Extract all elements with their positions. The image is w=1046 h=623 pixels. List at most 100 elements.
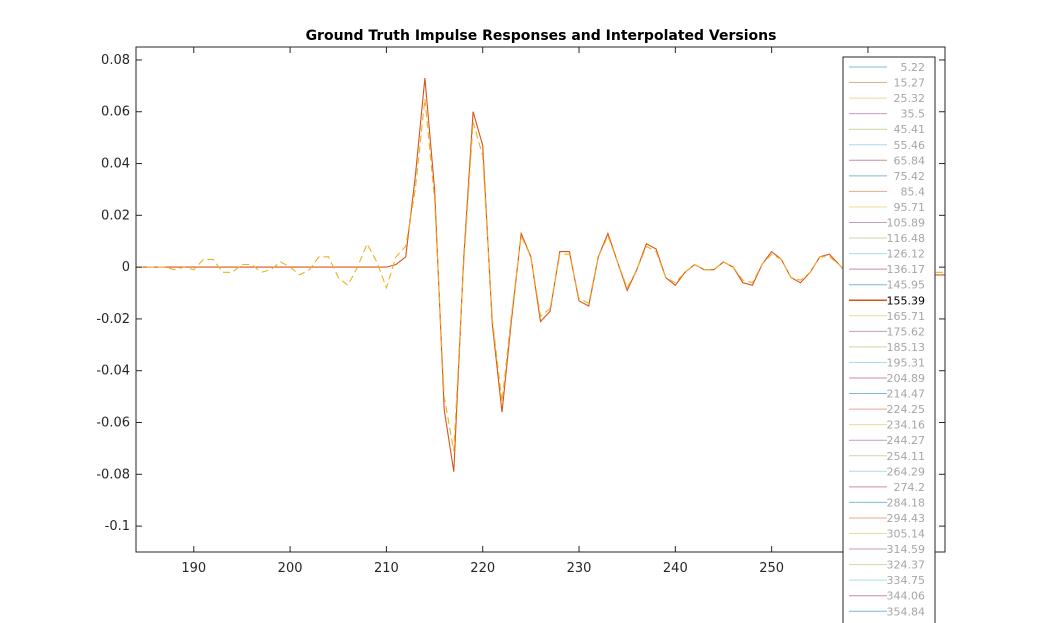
x-tick-label: 220: [470, 561, 495, 576]
x-tick-label: 190: [181, 561, 206, 576]
legend-item[interactable]: 85.4: [849, 185, 925, 198]
legend-label: 136.17: [887, 263, 926, 276]
legend-label: 204.89: [887, 372, 926, 385]
x-tick-label: 200: [278, 561, 303, 576]
legend-label: 314.59: [887, 543, 926, 556]
legend-label: 284.18: [887, 496, 926, 509]
legend-item[interactable]: 204.89: [849, 372, 925, 385]
legend-item[interactable]: 45.41: [849, 123, 925, 136]
legend-item[interactable]: 214.47: [849, 388, 925, 401]
y-tick-label: -0.08: [96, 467, 130, 482]
legend-label: 5.22: [901, 61, 926, 74]
legend-label: 145.95: [887, 279, 926, 292]
legend-item[interactable]: 75.42: [849, 170, 925, 183]
series-line-1: [136, 98, 945, 452]
legend-item[interactable]: 344.06: [849, 590, 925, 603]
legend-label: 95.71: [894, 201, 926, 214]
y-tick-label: 0.04: [101, 157, 130, 172]
legend-item[interactable]: 195.31: [849, 356, 925, 369]
x-tick-label: 250: [759, 561, 784, 576]
legend-item[interactable]: 264.29: [849, 465, 925, 478]
legend-label: 254.11: [887, 450, 926, 463]
legend-label: 55.46: [894, 139, 926, 152]
y-tick-label: 0.06: [101, 105, 130, 120]
legend-item[interactable]: 254.11: [849, 450, 925, 463]
legend-label: 175.62: [887, 325, 926, 338]
legend-item[interactable]: 294.43: [849, 512, 925, 525]
legend-item[interactable]: 244.27: [849, 434, 925, 447]
legend-item[interactable]: 354.84: [849, 605, 925, 618]
y-tick-label: 0: [122, 260, 130, 275]
legend-item[interactable]: 324.37: [849, 559, 925, 572]
legend-label: 165.71: [887, 310, 926, 323]
legend-item[interactable]: 126.12: [849, 248, 925, 261]
y-tick-label: -0.06: [96, 416, 130, 431]
legend-item[interactable]: 55.46: [849, 139, 925, 152]
tick-layer: 1902002102202302402502600.080.060.040.02…: [96, 47, 945, 576]
series-line-0: [136, 78, 945, 472]
y-tick-label: 0.08: [101, 53, 130, 68]
legend-item[interactable]: 334.75: [849, 574, 925, 587]
legend-item[interactable]: 105.89: [849, 217, 925, 230]
legend-item[interactable]: 25.32: [849, 92, 925, 105]
legend-label: 75.42: [894, 170, 926, 183]
legend-label: 15.27: [894, 77, 926, 90]
legend-label: 116.48: [887, 232, 926, 245]
legend-label: 155.39: [887, 294, 926, 307]
legend-label: 234.16: [887, 419, 926, 432]
legend-item[interactable]: 284.18: [849, 496, 925, 509]
y-tick-label: -0.1: [105, 519, 130, 534]
legend-label: 334.75: [887, 574, 926, 587]
legend-item[interactable]: 15.27: [849, 77, 925, 90]
legend-item[interactable]: 35.5: [849, 108, 925, 121]
legend-item[interactable]: 95.71: [849, 201, 925, 214]
legend-item[interactable]: 305.14: [849, 528, 925, 541]
legend-label: 45.41: [894, 123, 926, 136]
legend-label: 324.37: [887, 559, 926, 572]
legend[interactable]: 5.22 15.27 25.32 35.5 45.41 55.46 65.84 75.42 85…: [842, 56, 936, 623]
legend-item[interactable]: 5.22: [849, 61, 925, 74]
legend-label: 214.47: [887, 388, 926, 401]
legend-item[interactable]: 145.95: [849, 279, 925, 292]
legend-label: 105.89: [887, 217, 926, 230]
legend-item[interactable]: 116.48: [849, 232, 925, 245]
y-tick-label: -0.04: [96, 364, 130, 379]
legend-item[interactable]: 224.25: [849, 403, 925, 416]
legend-box: [842, 56, 936, 623]
legend-label: 344.06: [887, 590, 926, 603]
y-tick-label: 0.02: [101, 208, 130, 223]
legend-label: 274.2: [894, 481, 926, 494]
legend-item[interactable]: 234.16: [849, 419, 925, 432]
legend-label: 224.25: [887, 403, 926, 416]
legend-label: 5.22: [901, 621, 926, 623]
series-layer: [136, 78, 945, 472]
axes-box: [135, 46, 946, 553]
legend-label: 244.27: [887, 434, 926, 447]
x-tick-label: 210: [374, 561, 399, 576]
legend-label: 264.29: [887, 465, 926, 478]
legend-item[interactable]: 175.62: [849, 325, 925, 338]
legend-label: 185.13: [887, 341, 926, 354]
legend-item[interactable]: 314.59: [849, 543, 925, 556]
legend-label: 85.4: [901, 185, 926, 198]
legend-item[interactable]: 5.22: [849, 621, 926, 623]
legend-label: 305.14: [887, 528, 926, 541]
legend-label: 294.43: [887, 512, 926, 525]
legend-item[interactable]: 155.39: [849, 294, 925, 307]
legend-label: 354.84: [887, 605, 926, 618]
legend-label: 65.84: [894, 154, 926, 167]
legend-label: 35.5: [901, 108, 926, 121]
legend-label: 195.31: [887, 356, 926, 369]
legend-item[interactable]: 185.13: [849, 341, 925, 354]
legend-item[interactable]: 274.2: [849, 481, 925, 494]
legend-label: 126.12: [887, 248, 926, 261]
x-tick-label: 240: [663, 561, 688, 576]
y-tick-label: -0.02: [96, 312, 130, 327]
legend-item[interactable]: 65.84: [849, 154, 925, 167]
legend-item[interactable]: 136.17: [849, 263, 925, 276]
chart-title: Ground Truth Impulse Responses and Inter…: [306, 28, 777, 44]
legend-item[interactable]: 165.71: [849, 310, 925, 323]
x-tick-label: 230: [567, 561, 592, 576]
legend-label: 25.32: [894, 92, 926, 105]
